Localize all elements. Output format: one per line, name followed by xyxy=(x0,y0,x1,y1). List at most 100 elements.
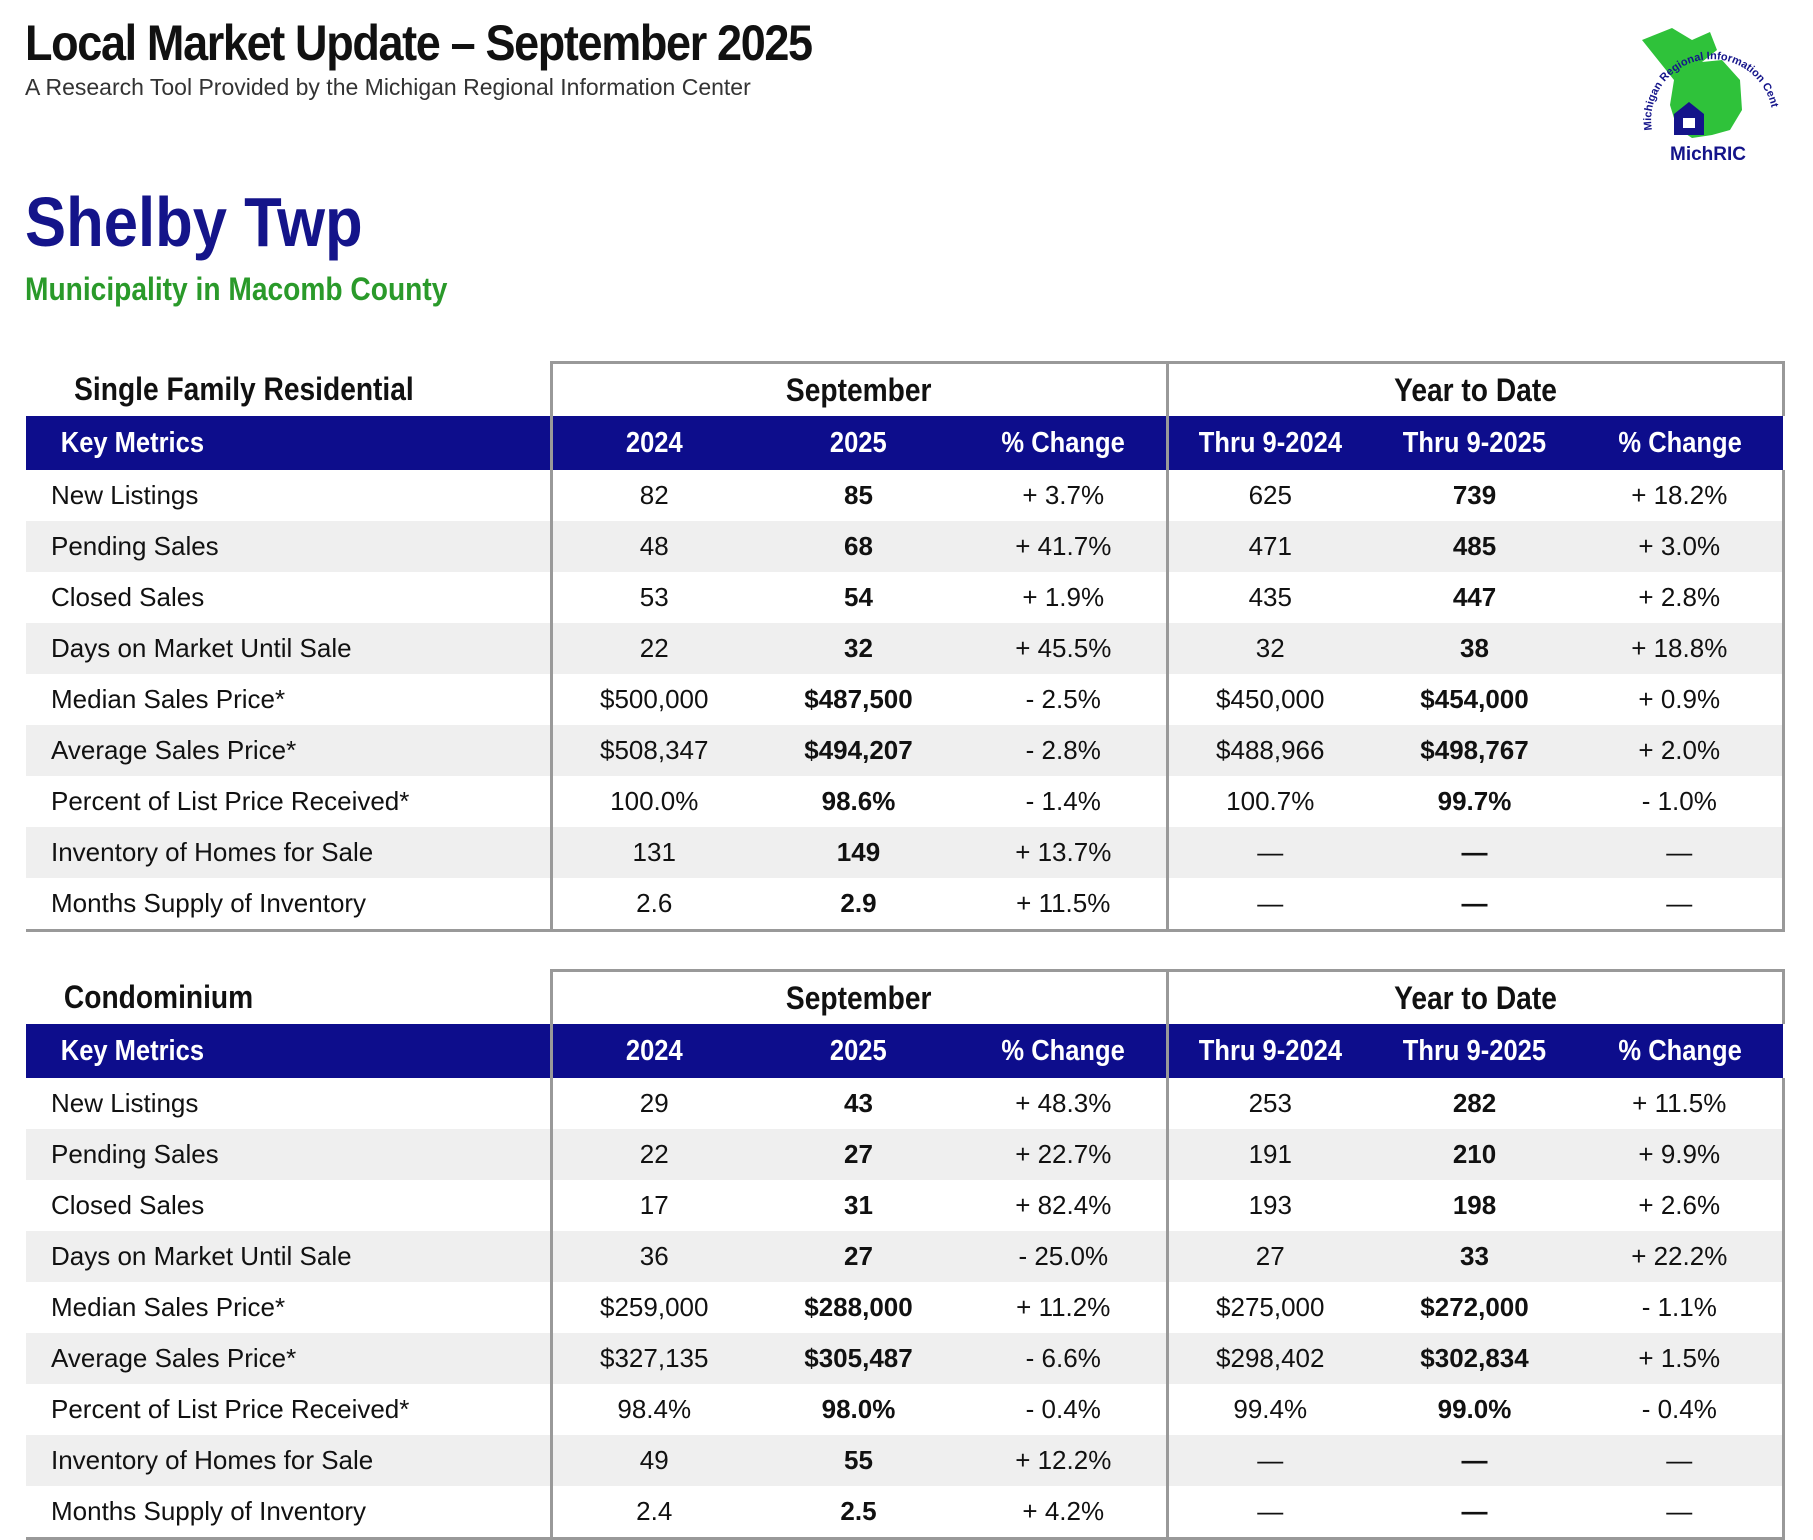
metric-row: Closed Sales 53 54 + 1.9% 435 447 + 2.8% xyxy=(26,572,1785,623)
metric-value: 22 xyxy=(549,623,756,674)
metric-row: Average Sales Price* $327,135 $305,487- 6.… xyxy=(26,1333,1785,1384)
group-header-text: September xyxy=(786,979,932,1016)
metric-label: Median Sales Price* xyxy=(51,684,286,714)
metric-label: Closed Sales xyxy=(51,1190,205,1220)
metric-value: 2.5 xyxy=(756,1486,961,1540)
metric-value: 27 xyxy=(756,1231,961,1282)
metric-value: — xyxy=(1165,1486,1373,1540)
metric-value: 36 xyxy=(549,1231,756,1282)
metric-value: 191 xyxy=(1165,1129,1373,1180)
metric-value: $508,347 xyxy=(549,725,756,776)
title: Local Market Update – September 2025 xyxy=(25,15,813,71)
metric-value: 99.7% xyxy=(1437,786,1512,816)
group-header: Year to Date xyxy=(1165,361,1785,416)
metric-value: + 3.7% xyxy=(1022,480,1105,510)
metric-value: — xyxy=(1372,827,1578,878)
metric-value: 435 xyxy=(1165,572,1373,623)
column-header: 2024 xyxy=(549,1024,756,1078)
metric-value: + 4.2% xyxy=(961,1486,1168,1540)
metric-value: + 3.0% xyxy=(1577,521,1785,572)
section-title-text: Condominium xyxy=(63,978,254,1015)
section-title: Single Family Residential xyxy=(26,363,551,417)
column-header-text: Thru 9-2025 xyxy=(1402,426,1547,459)
metric-value: 99.0% xyxy=(1437,1394,1512,1424)
metric-value: $450,000 xyxy=(1165,674,1373,725)
metric-value: 193 xyxy=(1165,1180,1373,1231)
column-header: Thru 9-2024 xyxy=(1165,416,1373,470)
metric-value: - 6.6% xyxy=(961,1333,1168,1384)
metric-value: 2.9 xyxy=(756,878,961,932)
metric-value: - 25.0% xyxy=(961,1231,1168,1282)
metric-value: 739 xyxy=(1452,480,1497,510)
metric-label: Pending Sales xyxy=(26,521,551,572)
metric-value: 49 xyxy=(549,1435,756,1486)
metric-value: 485 xyxy=(1372,521,1578,572)
metric-value: - 2.8% xyxy=(961,725,1168,776)
metric-label: Inventory of Homes for Sale xyxy=(26,1435,551,1486)
metrics-table: Condominium September Year to Date Key Metr… xyxy=(26,969,1785,1540)
column-header-text: % Change xyxy=(1001,1034,1125,1067)
metric-row: Months Supply of Inventory 2.4 2.5 + 4.2% — —… xyxy=(26,1486,1785,1540)
metric-row: Days on Market Until Sale 36 27- 25.0% 27 33… xyxy=(26,1231,1785,1282)
metric-value: $500,000 xyxy=(549,674,756,725)
group-header: September xyxy=(549,361,1168,416)
metric-value: — xyxy=(1577,878,1785,932)
column-header-text: 2024 xyxy=(625,1034,683,1067)
metric-value: + 22.7% xyxy=(961,1129,1168,1180)
metric-value: 471 xyxy=(1165,521,1373,572)
metric-value: $494,207 xyxy=(756,725,961,776)
group-header-text: Year to Date xyxy=(1393,979,1557,1016)
metric-value: 29 xyxy=(549,1078,756,1129)
column-header-text: Key Metrics xyxy=(60,426,205,459)
metric-value: — xyxy=(1165,878,1373,932)
metric-row: Inventory of Homes for Sale 131 149 + 13.7%… xyxy=(26,827,1785,878)
metric-value: 253 xyxy=(1165,1078,1373,1129)
column-header-text: 2024 xyxy=(625,426,683,459)
metric-value: 2.6 xyxy=(549,878,756,932)
house-window xyxy=(1683,118,1695,128)
metric-row: Days on Market Until Sale 22 32 + 45.5% 32 38… xyxy=(26,623,1785,674)
column-header-row: Key Metrics 2024 2025 % Change Thru 9-2024 Th… xyxy=(26,416,1784,470)
metric-value: + 48.3% xyxy=(1015,1088,1112,1118)
metric-value: 625 xyxy=(1165,470,1373,521)
metric-value: — xyxy=(1165,1435,1373,1486)
metric-value: 32 xyxy=(1165,623,1373,674)
metric-value: — xyxy=(1165,827,1373,878)
metric-value: 17 xyxy=(549,1180,756,1231)
metric-label: Closed Sales xyxy=(51,582,205,612)
metric-value: + 2.8% xyxy=(1577,572,1785,623)
column-header: % Change xyxy=(961,416,1168,470)
metric-label: Days on Market Until Sale xyxy=(26,1231,551,1282)
metric-value: 31 xyxy=(844,1190,873,1220)
section-title-text: Single Family Residential xyxy=(74,370,414,407)
metric-row: New Listings 29 43 + 48.3% 253 282 + 11.5% xyxy=(26,1078,1785,1129)
metric-label: Average Sales Price* xyxy=(26,1333,551,1384)
column-header: 2025 xyxy=(756,416,961,470)
metric-value: + 18.2% xyxy=(1577,470,1785,521)
metric-label: Average Sales Price* xyxy=(26,725,551,776)
metric-label: Pending Sales xyxy=(26,1129,551,1180)
group-header-row: Condominium September Year to Date xyxy=(26,969,1785,1024)
metric-value: + 1.5% xyxy=(1577,1333,1785,1384)
metric-row: Pending Sales 22 27 + 22.7% 191 210 + 9.9% xyxy=(26,1129,1785,1180)
column-header: % Change xyxy=(1577,1024,1784,1078)
metric-value: + 1.9% xyxy=(1022,582,1105,612)
metric-value: $272,000 xyxy=(1420,1292,1529,1322)
metric-value: — xyxy=(1577,1435,1785,1486)
metric-label: Inventory of Homes for Sale xyxy=(26,827,551,878)
column-header: Thru 9-2025 xyxy=(1372,1024,1578,1078)
metric-value: 43 xyxy=(844,1088,873,1118)
metric-row: Closed Sales 17 31 + 82.4% 193 198 + 2.6% xyxy=(26,1180,1785,1231)
metric-value: 98.4% xyxy=(549,1384,756,1435)
metric-value: + 11.5% xyxy=(961,878,1168,932)
metric-value: — xyxy=(1577,1486,1785,1540)
column-header: Key Metrics xyxy=(26,416,551,470)
metric-value: 198 xyxy=(1452,1190,1497,1220)
metric-value: — xyxy=(1577,827,1785,878)
metrics-table: Single Family Residential September Year t… xyxy=(26,361,1785,932)
metric-value: + 11.5% xyxy=(1577,1078,1785,1129)
metric-value: 2.4 xyxy=(549,1486,756,1540)
column-header-text: % Change xyxy=(1001,426,1125,459)
metric-value: 447 xyxy=(1452,582,1497,612)
